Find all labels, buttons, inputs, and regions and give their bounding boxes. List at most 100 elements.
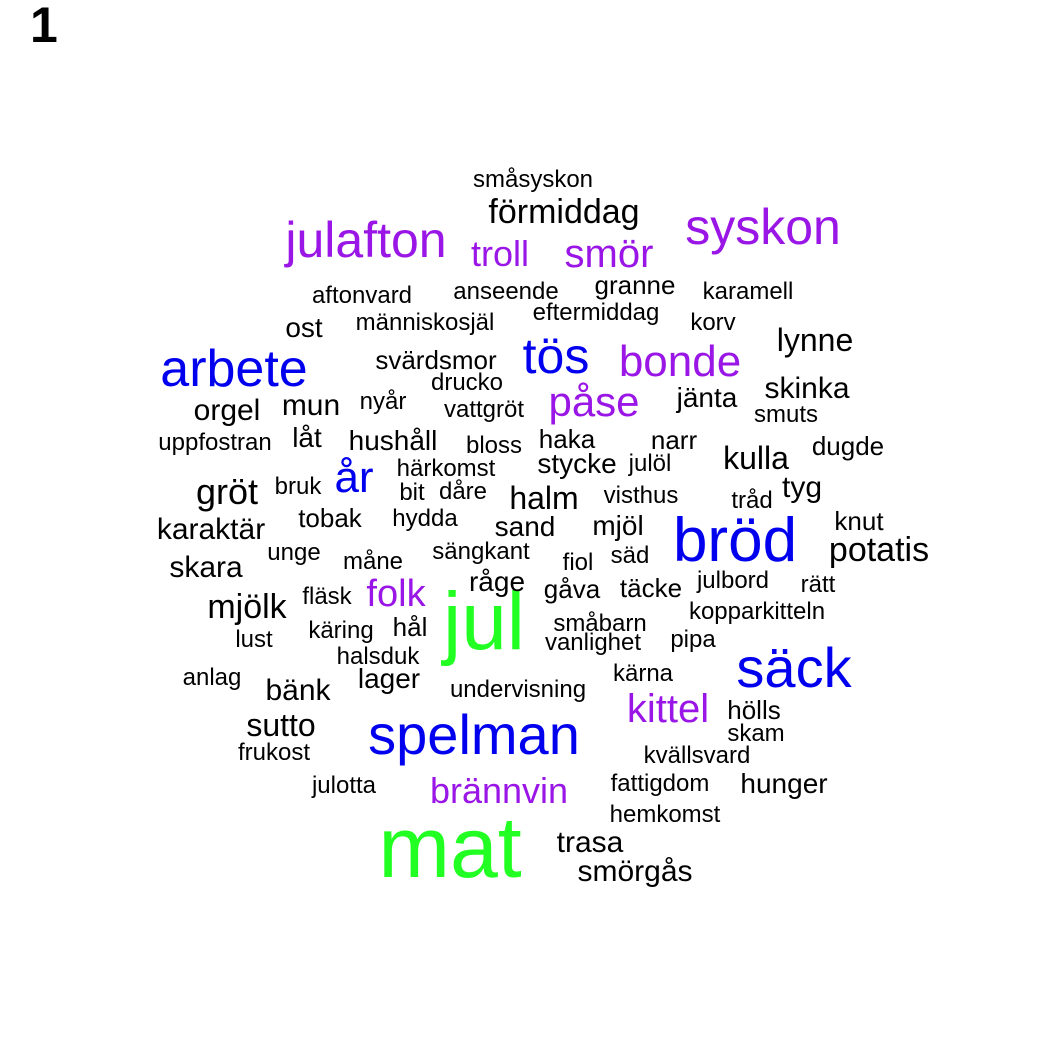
cloud-word: hushåll xyxy=(348,425,438,456)
cloud-word: nyår xyxy=(359,388,407,415)
cloud-word: ost xyxy=(285,312,323,343)
cloud-word: sand xyxy=(494,511,556,542)
cloud-word: bonde xyxy=(618,337,742,386)
cloud-word: påse xyxy=(548,378,640,425)
cloud-word: julotta xyxy=(311,772,377,799)
cloud-word: folk xyxy=(366,573,426,615)
cloud-word: bänk xyxy=(265,674,331,707)
cloud-word: arbete xyxy=(160,340,308,398)
cloud-word: syskon xyxy=(685,199,841,255)
cloud-word: hölls xyxy=(727,695,781,725)
cloud-word: säd xyxy=(610,542,650,569)
cloud-word: visthus xyxy=(603,482,679,509)
cloud-word: drucko xyxy=(430,369,504,396)
cloud-word: julöl xyxy=(628,450,672,477)
cloud-word: tobak xyxy=(298,503,362,533)
cloud-word: haka xyxy=(538,424,596,454)
page-number: 1 xyxy=(30,0,58,53)
cloud-word: hemkomst xyxy=(609,801,721,828)
cloud-word: eftermiddag xyxy=(532,299,660,326)
cloud-word: mun xyxy=(281,389,341,422)
cloud-word: bit xyxy=(399,479,425,506)
cloud-word: lust xyxy=(235,626,273,653)
cloud-word: granne xyxy=(594,270,676,300)
cloud-word: tråd xyxy=(731,487,773,514)
cloud-word: karamell xyxy=(702,278,794,305)
cloud-word: säck xyxy=(736,636,852,699)
cloud-word: brännvin xyxy=(429,770,569,811)
cloud-word: trasa xyxy=(556,826,624,859)
cloud-word: småbarn xyxy=(553,610,647,637)
cloud-word: halsduk xyxy=(336,643,420,670)
cloud-word: lynne xyxy=(776,322,854,358)
cloud-word: måne xyxy=(342,548,404,575)
cloud-word: julafton xyxy=(285,212,447,268)
cloud-word: smör xyxy=(564,232,654,276)
cloud-word: kulla xyxy=(723,440,789,476)
cloud-word: rätt xyxy=(800,571,836,598)
cloud-word: hunger xyxy=(740,768,828,799)
cloud-word: vanlighet xyxy=(544,629,642,656)
cloud-word: knut xyxy=(834,506,884,536)
cloud-word: orgel xyxy=(193,394,261,427)
cloud-word: förmiddag xyxy=(488,193,640,231)
cloud-word: potatis xyxy=(828,531,930,569)
cloud-word: troll xyxy=(470,233,530,274)
cloud-word: julbord xyxy=(696,567,770,594)
cloud-word: jul xyxy=(442,576,526,667)
cloud-word: unge xyxy=(267,539,321,566)
cloud-word: småsyskon xyxy=(472,166,594,193)
cloud-word: mjölk xyxy=(207,588,287,626)
cloud-word: dåre xyxy=(438,478,488,505)
cloud-word: uppfostran xyxy=(158,429,272,456)
cloud-word: anseende xyxy=(453,278,559,305)
cloud-word: halm xyxy=(509,480,579,516)
cloud-word: frukost xyxy=(237,739,311,766)
cloud-word: sutto xyxy=(246,707,316,743)
cloud-word: svärdsmor xyxy=(375,345,497,375)
cloud-word: skinka xyxy=(764,372,850,405)
cloud-word: skara xyxy=(169,551,243,584)
cloud-word: tyg xyxy=(781,471,823,504)
cloud-word: fattigdom xyxy=(610,770,710,797)
cloud-word: anlag xyxy=(182,664,242,691)
cloud-word: jänta xyxy=(676,382,738,413)
cloud-word: pipa xyxy=(670,626,716,653)
cloud-word: människosjäl xyxy=(355,309,495,336)
cloud-word: kopparkitteln xyxy=(688,598,826,625)
cloud-word: mat xyxy=(378,800,522,896)
cloud-word: aftonvard xyxy=(311,282,413,309)
cloud-word: stycke xyxy=(537,448,617,479)
cloud-word: vattgröt xyxy=(443,396,525,423)
cloud-word: gåva xyxy=(543,574,601,604)
cloud-word: fläsk xyxy=(302,583,352,610)
cloud-word: karaktär xyxy=(156,513,266,546)
cloud-word: hål xyxy=(392,612,428,642)
cloud-word: hydda xyxy=(392,505,458,532)
cloud-word: smörgås xyxy=(577,855,693,888)
cloud-word: mjöl xyxy=(592,510,644,541)
cloud-word: smuts xyxy=(753,401,819,428)
cloud-word: käring xyxy=(308,617,374,644)
cloud-word: undervisning xyxy=(449,676,587,703)
cloud-word: korv xyxy=(690,309,736,336)
cloud-word: dugde xyxy=(811,431,885,461)
cloud-word: spelman xyxy=(368,703,580,766)
cloud-word: skam xyxy=(727,720,785,747)
cloud-word: bröd xyxy=(672,506,798,575)
cloud-word: täcke xyxy=(619,573,683,603)
cloud-word: narr xyxy=(650,425,698,455)
cloud-word: sängkant xyxy=(432,538,530,565)
cloud-word: gröt xyxy=(195,471,259,512)
cloud-word: bloss xyxy=(465,432,523,459)
cloud-word: lager xyxy=(357,663,421,694)
cloud-word: kärna xyxy=(612,660,674,687)
cloud-word: bruk xyxy=(274,473,322,500)
cloud-word: härkomst xyxy=(396,455,496,482)
cloud-word: kvällsvard xyxy=(643,742,751,769)
cloud-word: kittel xyxy=(626,687,710,731)
cloud-word: tös xyxy=(522,328,590,384)
cloud-word: år xyxy=(334,453,374,502)
cloud-word: låt xyxy=(292,422,322,453)
